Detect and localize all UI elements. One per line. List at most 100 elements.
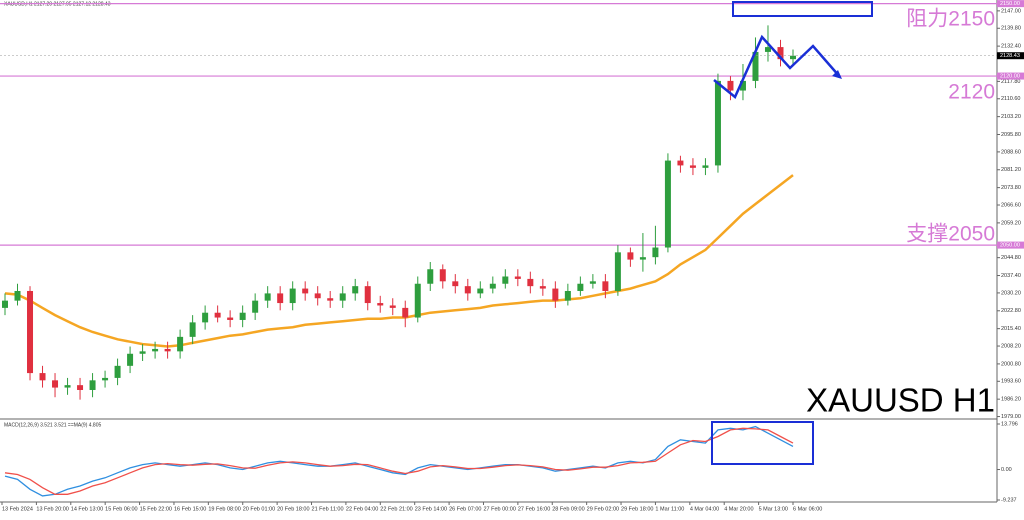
candle-body [14,290,21,301]
y-tick-label: 2037.40 [1001,273,1021,279]
x-tick-label: 15 Feb 06:00 [105,506,137,512]
y-tick-label: 2022.80 [1001,308,1021,314]
y-tick-label: 2132.40 [1001,44,1021,50]
candle-body [89,380,96,390]
candle-body [177,336,184,352]
y-tick-label: 1986.20 [1001,397,1021,403]
arrow-head [832,70,842,79]
x-tick-label: 21 Feb 11:00 [312,506,344,512]
candle-body [614,252,621,291]
symbol-title: XAUUSD H1 [806,382,995,419]
y-tick-label: 1979.00 [1001,414,1021,420]
level-axis-label: 2150.00 [1000,1,1020,7]
level-label: 支撑2050 [906,223,995,246]
level-axis-box [997,241,1024,249]
y-tick-label: 2081.20 [1001,167,1021,173]
candle-body [552,288,559,301]
forecast-path [713,34,841,99]
candle-body [427,269,434,284]
x-tick-label: 6 Mar 06:00 [793,506,822,512]
x-tick-label: 23 Feb 14:00 [415,506,447,512]
y-tick-label: 2066.60 [1001,202,1021,208]
x-tick-label: 19 Feb 08:00 [208,506,240,512]
candle-body [202,312,209,323]
candle-body [327,298,334,301]
macd-line [4,425,794,497]
candle-body [39,373,46,381]
candle-body [752,51,759,81]
candle-body [702,165,709,168]
x-tick-label: 4 Mar 04:00 [690,506,719,512]
candle-body [164,348,171,352]
candle-body [239,312,246,320]
candle-body [689,165,696,168]
y-tick-label: 2030.20 [1001,290,1021,296]
x-tick-label: 26 Feb 07:00 [449,506,481,512]
candle-body [127,353,134,366]
x-tick-label: 22 Feb 21:00 [380,506,412,512]
x-tick-label: 13 Feb 20:00 [36,506,68,512]
candle-body [639,257,646,260]
x-tick-label: 1 Mar 11:00 [655,506,684,512]
candle-body [414,283,421,318]
x-tick-label: 29 Feb 02:00 [587,506,619,512]
x-tick-label: 13 Feb 2024 [2,506,33,512]
macd-y-tick-label: 13.796 [1001,421,1018,427]
candle-body [189,322,196,337]
candle-body [139,351,146,354]
candle-body [452,281,459,287]
candle-body [564,290,571,301]
y-tick-label: 2008.20 [1001,343,1021,349]
candle-body [477,288,484,294]
resistance-box [732,1,873,17]
candle-body [777,47,784,60]
candle-body [339,293,346,301]
x-tick-label: 15 Feb 22:00 [140,506,172,512]
level-axis-label: 2120.00 [1000,74,1020,80]
y-tick-label: 2044.80 [1001,255,1021,261]
macd-box [711,421,814,465]
candle-body [739,80,746,91]
macd-line [4,427,794,495]
candle-body [102,377,109,381]
macd-title: MACD(12,26,9) 3.521 3.521 ==MA(9) 4.805 [4,422,101,428]
level-label: 2120 [948,81,995,104]
info-label: XAUUSD,H1 2127.20 2127.95 2127.12 2128.4… [4,1,111,7]
y-tick-label: 2000.80 [1001,361,1021,367]
candle-body [64,385,71,388]
x-tick-label: 20 Feb 18:00 [277,506,309,512]
y-tick-label: 2015.40 [1001,326,1021,332]
y-tick-label: 2073.80 [1001,185,1021,191]
y-tick-label: 2117.80 [1001,79,1020,85]
candle-body [364,286,371,304]
candle-body [527,278,534,287]
candle-body [464,286,471,294]
x-tick-label: 14 Feb 13:00 [71,506,103,512]
candle-body [727,80,734,91]
candle-body [27,290,34,374]
candle-body [2,300,8,308]
candle-body [289,288,296,304]
x-tick-label: 29 Feb 18:00 [621,506,653,512]
y-tick-label: 2147.00 [1001,8,1021,14]
macd-y-tick-label: -9.237 [1001,497,1017,503]
candle-body [652,247,659,258]
candle-body [790,55,796,60]
x-tick-label: 20 Feb 01:00 [243,506,275,512]
candle-body [602,281,609,291]
candle-body [52,380,59,388]
candle-body [227,317,234,320]
candle-body [314,293,321,299]
x-tick-label: 22 Feb 04:00 [346,506,378,512]
y-tick-label: 2088.60 [1001,149,1021,155]
candle-body [764,47,771,52]
x-tick-label: 28 Feb 09:00 [552,506,584,512]
candle-body [402,307,409,318]
candle-body [677,160,684,166]
level-label: 阻力2150 [906,8,995,31]
y-tick-label: 2103.20 [1001,114,1021,120]
candle-body [214,312,221,318]
candle-body [114,365,121,378]
macd-y-tick-label: 0.00 [1001,467,1012,473]
candle-body [627,252,634,260]
